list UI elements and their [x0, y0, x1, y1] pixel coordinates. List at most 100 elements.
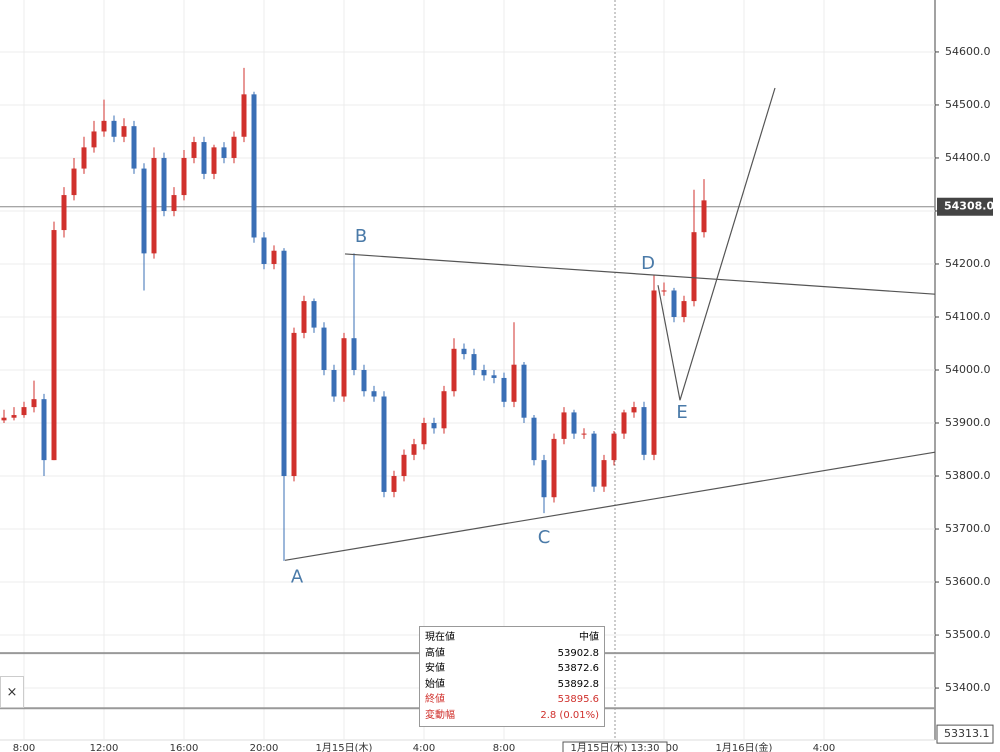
candle-body — [451, 348, 457, 392]
candle-body — [441, 391, 447, 429]
candle-body — [31, 399, 37, 408]
x-tick-label: 20:00 — [250, 743, 279, 752]
y-tick-label: 54600.0 — [945, 45, 991, 58]
y-tick-label: 54500.0 — [945, 98, 991, 111]
x-tick-label: 4:00 — [813, 743, 835, 752]
candle-body — [211, 147, 217, 174]
tooltip-label: 安値 — [425, 663, 445, 674]
candle-body — [131, 126, 137, 169]
candle-body — [51, 230, 57, 461]
candle-body — [611, 433, 617, 461]
candle-body — [551, 438, 557, 498]
candle-body — [101, 120, 107, 132]
candle-body — [121, 126, 127, 137]
trend-line — [657, 87, 776, 401]
candle-body — [491, 375, 497, 378]
candle-body — [261, 237, 267, 264]
candle-body — [371, 391, 377, 397]
y-tick-label: 53800.0 — [945, 469, 991, 482]
price-axis-bg — [935, 0, 1000, 752]
candle-body — [181, 157, 187, 196]
candle-body — [601, 460, 607, 487]
grid — [0, 0, 935, 740]
candle-body — [81, 147, 87, 169]
candle-body — [231, 136, 237, 158]
candle-body — [661, 290, 667, 292]
x-tick-label: 1月16日(金) — [716, 741, 773, 752]
last-price-label: 54308.0 — [944, 200, 994, 213]
candle-body — [471, 354, 477, 370]
candle-body — [291, 332, 297, 477]
tooltip-row: 安値 53872.6 — [425, 661, 599, 677]
y-tick-label: 54000.0 — [945, 363, 991, 376]
candle-body — [381, 396, 387, 492]
tooltip-row: 現在値 中値 — [425, 630, 599, 646]
candle-body — [681, 301, 687, 317]
wave-label: A — [291, 566, 304, 587]
tooltip-label: 高値 — [425, 647, 445, 659]
y-tick-label: 53900.0 — [945, 416, 991, 429]
candle-body — [621, 412, 627, 434]
candle-body — [541, 460, 547, 498]
tooltip-value: 53895.6 — [557, 694, 599, 705]
candle-body — [1, 417, 7, 421]
candles — [1, 67, 707, 561]
candle-body — [391, 476, 397, 492]
x-tick-label: 8:00 — [13, 743, 35, 752]
tooltip-label: 現在値 — [425, 632, 455, 643]
candle-body — [321, 327, 327, 370]
candle-body — [141, 168, 147, 254]
y-tick-label: 54100.0 — [945, 310, 991, 323]
candle-body — [691, 232, 697, 302]
candle-body — [61, 195, 67, 231]
tooltip-value: 53892.8 — [557, 678, 599, 690]
candle-body — [351, 338, 357, 370]
wave-label: C — [538, 527, 551, 548]
candle-body — [361, 370, 367, 392]
candle-body — [161, 157, 167, 211]
crosshair-y-label: 53313.1 — [944, 727, 990, 740]
tooltip-row: 変動幅 2.8 (0.01%) — [425, 708, 599, 724]
x-tick-label: 8:00 — [493, 743, 515, 752]
candle-body — [521, 364, 527, 418]
close-button[interactable]: × — [0, 676, 24, 708]
crosshair-x-label: 1月15日(木) 13:30 — [571, 742, 660, 752]
candle-body — [571, 412, 577, 434]
candle-body — [41, 399, 47, 461]
candle-body — [411, 444, 417, 455]
candle-body — [591, 433, 597, 487]
y-tick-label: 53400.0 — [945, 681, 991, 694]
wave-label: E — [676, 402, 687, 423]
crosshair-x-badge — [562, 741, 668, 752]
tooltip-row: 終値 53895.6 — [425, 692, 599, 708]
candle-body — [91, 131, 97, 148]
candle-body — [481, 370, 487, 376]
candle-body — [431, 423, 437, 429]
tooltip-label: 終値 — [425, 694, 445, 705]
candle-body — [331, 370, 337, 397]
candle-body — [581, 433, 587, 435]
candle-body — [271, 250, 277, 264]
candle-body — [421, 423, 427, 445]
candle-body — [651, 290, 657, 455]
candle-body — [561, 412, 567, 439]
candle-body — [191, 142, 197, 158]
tooltip-label: 変動幅 — [425, 709, 455, 721]
tooltip-row: 始値 53892.8 — [425, 677, 599, 693]
candle-body — [171, 195, 177, 211]
ohlc-tooltip: 現在値 中値 高値 53902.8 安値 53872.6 始値 53892.8 終値 53… — [419, 626, 605, 727]
candle-body — [401, 454, 407, 477]
candle-body — [111, 120, 117, 137]
tooltip-value: 53902.8 — [557, 647, 599, 659]
candle-body — [221, 147, 227, 158]
tooltip-value: 2.8 (0.01%) — [540, 709, 599, 721]
candle-body — [201, 142, 207, 174]
candle-body — [341, 338, 347, 397]
candle-body — [461, 348, 467, 355]
y-tick-label: 53700.0 — [945, 522, 991, 535]
y-tick-label: 53600.0 — [945, 575, 991, 588]
candle-body — [631, 407, 637, 413]
candle-body — [531, 417, 537, 461]
